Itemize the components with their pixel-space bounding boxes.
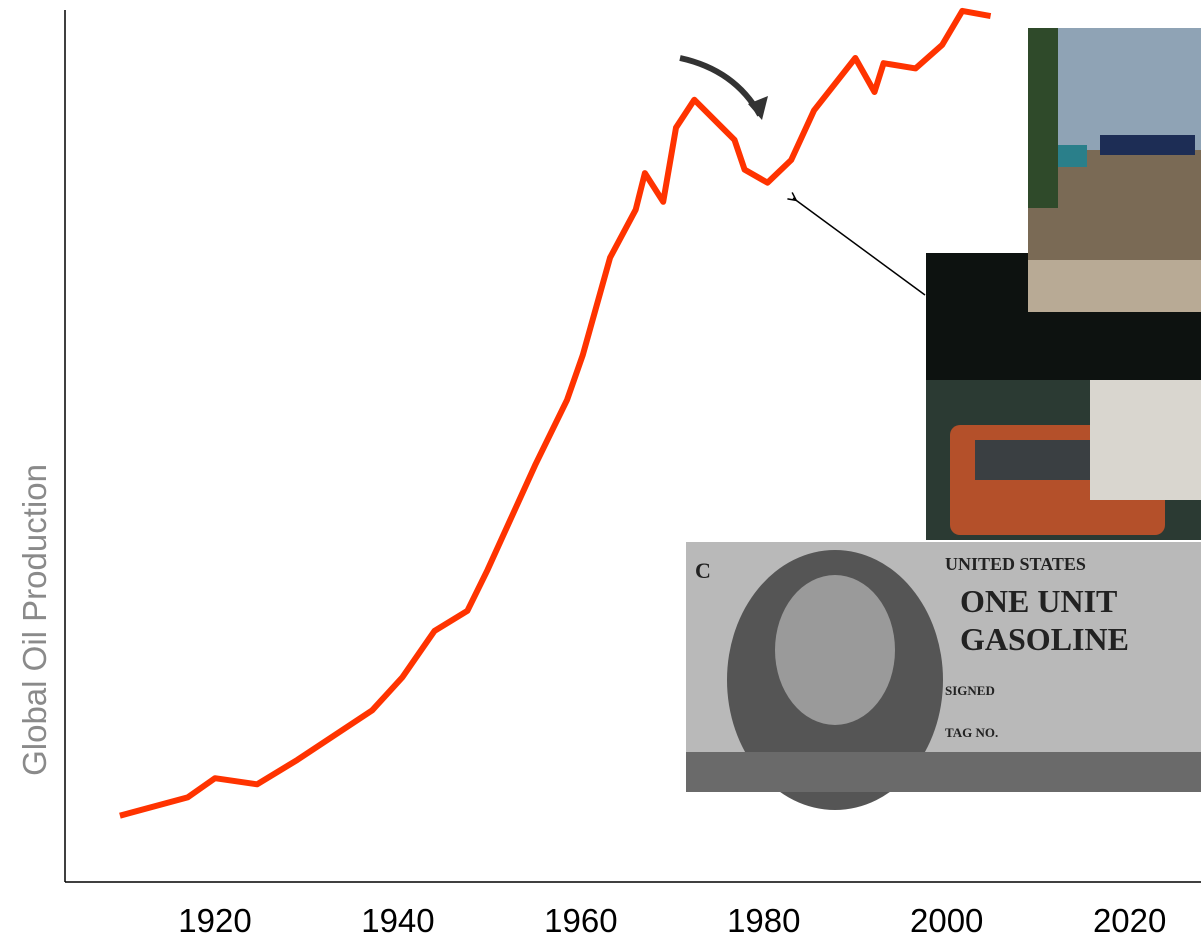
photo-gas-line bbox=[926, 253, 1201, 540]
x-tick-label: 2000 bbox=[910, 902, 983, 939]
x-tick-label: 1960 bbox=[544, 902, 617, 939]
coupon-label: SIGNED bbox=[945, 683, 995, 698]
plot-area bbox=[119, 7, 992, 819]
pointer-arrow bbox=[793, 198, 926, 296]
x-tick-label: 2020 bbox=[1093, 902, 1166, 939]
x-tick-label: 1920 bbox=[178, 902, 251, 939]
coupon-label: ONE UNIT bbox=[960, 583, 1117, 619]
x-tick-label: 1980 bbox=[727, 902, 800, 939]
x-tick-label: 1940 bbox=[361, 902, 434, 939]
photo-solar-house bbox=[1028, 28, 1201, 312]
curved-arrow-head bbox=[748, 96, 768, 120]
coupon-label: C bbox=[695, 558, 711, 583]
coupon-label: GASOLINE bbox=[960, 621, 1129, 657]
ration-coupon bbox=[686, 542, 1201, 810]
coupon-label: UNITED STATES bbox=[945, 554, 1086, 574]
y-axis-label: Global Oil Production bbox=[16, 464, 53, 776]
data-line bbox=[119, 7, 992, 819]
coupon-label: TAG NO. bbox=[945, 725, 998, 740]
